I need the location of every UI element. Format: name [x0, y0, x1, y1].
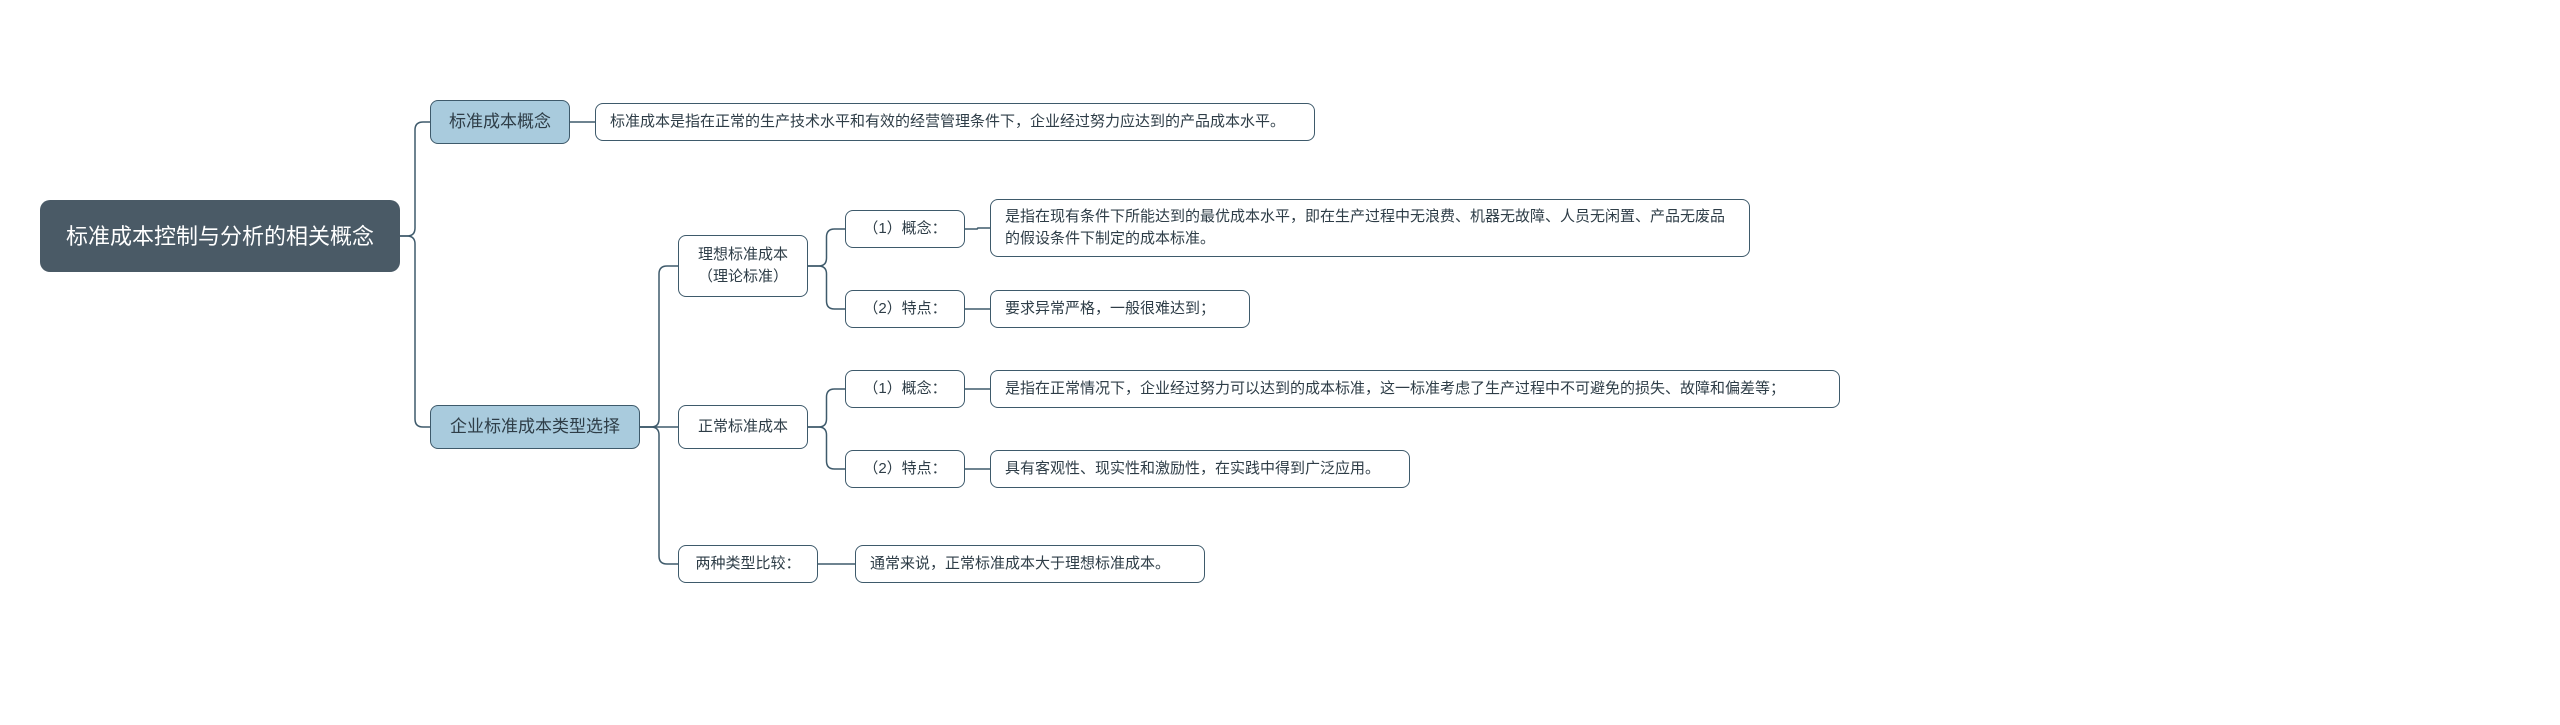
node-root: 标准成本控制与分析的相关概念	[40, 200, 400, 272]
connector	[965, 228, 990, 229]
connector	[640, 266, 678, 427]
node-ideal-feature-label: （2）特点：	[845, 290, 965, 328]
node-ideal-feature-value: 要求异常严格，一般很难达到；	[990, 290, 1250, 328]
connector	[808, 266, 845, 309]
mindmap-canvas: 标准成本控制与分析的相关概念 标准成本概念 标准成本是指在正常的生产技术水平和有…	[0, 0, 2560, 725]
node-concept: 标准成本概念	[430, 100, 570, 144]
node-ideal-concept-label: （1）概念：	[845, 210, 965, 248]
connector	[808, 229, 845, 266]
connector	[400, 236, 430, 427]
node-normal-concept-label: （1）概念：	[845, 370, 965, 408]
node-normal: 正常标准成本	[678, 405, 808, 449]
connector	[808, 389, 845, 427]
connector	[640, 427, 678, 564]
connector	[400, 122, 430, 236]
connector	[808, 427, 845, 469]
node-compare-value: 通常来说，正常标准成本大于理想标准成本。	[855, 545, 1205, 583]
node-normal-concept-value: 是指在正常情况下，企业经过努力可以达到的成本标准，这一标准考虑了生产过程中不可避…	[990, 370, 1840, 408]
node-concept-desc: 标准成本是指在正常的生产技术水平和有效的经营管理条件下，企业经过努力应达到的产品…	[595, 103, 1315, 141]
node-ideal: 理想标准成本 （理论标准）	[678, 235, 808, 297]
node-normal-feature-label: （2）特点：	[845, 450, 965, 488]
node-compare-label: 两种类型比较：	[678, 545, 818, 583]
node-ideal-concept-value: 是指在现有条件下所能达到的最优成本水平，即在生产过程中无浪费、机器无故障、人员无…	[990, 199, 1750, 257]
node-normal-feature-value: 具有客观性、现实性和激励性，在实践中得到广泛应用。	[990, 450, 1410, 488]
node-types: 企业标准成本类型选择	[430, 405, 640, 449]
